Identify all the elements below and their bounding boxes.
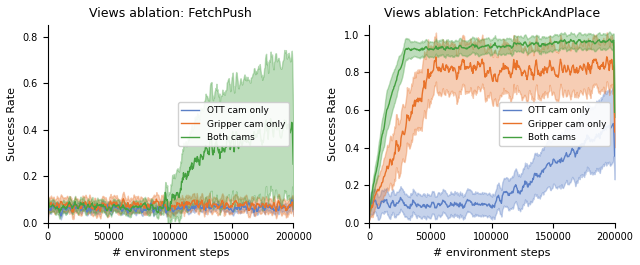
- Gripper cam only: [177, 204, 185, 207]
- Both cams: [365, 212, 373, 215]
- OTT cam only: [288, 198, 296, 201]
- Gripper cam only: [611, 130, 618, 134]
- Legend: OTT cam only, Gripper cam only, Both cams: OTT cam only, Gripper cam only, Both cam…: [178, 102, 289, 146]
- OTT cam only: [483, 205, 491, 208]
- Gripper cam only: [498, 67, 506, 70]
- Line: Both cams: Both cams: [369, 39, 614, 213]
- Title: Views ablation: FetchPickAndPlace: Views ablation: FetchPickAndPlace: [384, 7, 600, 20]
- X-axis label: # environment steps: # environment steps: [433, 248, 550, 258]
- Gripper cam only: [482, 72, 490, 76]
- OTT cam only: [566, 153, 574, 156]
- Gripper cam only: [120, 197, 127, 200]
- Gripper cam only: [289, 207, 297, 211]
- Gripper cam only: [365, 214, 373, 218]
- OTT cam only: [610, 122, 618, 125]
- OTT cam only: [246, 202, 253, 205]
- Y-axis label: Success Rate: Success Rate: [328, 87, 339, 161]
- Both cams: [605, 38, 612, 41]
- Gripper cam only: [483, 70, 491, 73]
- Line: Gripper cam only: Gripper cam only: [47, 199, 293, 217]
- Gripper cam only: [163, 205, 170, 208]
- Gripper cam only: [44, 215, 51, 218]
- Both cams: [611, 111, 618, 114]
- Y-axis label: Success Rate: Success Rate: [7, 87, 17, 161]
- OTT cam only: [191, 208, 198, 211]
- Line: Gripper cam only: Gripper cam only: [369, 57, 614, 216]
- Both cams: [154, 211, 162, 214]
- Gripper cam only: [161, 204, 168, 207]
- Both cams: [284, 126, 292, 129]
- OTT cam only: [289, 209, 297, 213]
- OTT cam only: [284, 206, 292, 209]
- Both cams: [498, 45, 506, 48]
- Gripper cam only: [191, 198, 198, 202]
- Both cams: [191, 160, 198, 163]
- Gripper cam only: [605, 69, 613, 72]
- Line: Both cams: Both cams: [47, 119, 293, 213]
- OTT cam only: [177, 208, 185, 211]
- Gripper cam only: [284, 205, 292, 209]
- OTT cam only: [511, 184, 519, 188]
- Both cams: [511, 42, 519, 45]
- Gripper cam only: [246, 209, 253, 212]
- OTT cam only: [611, 154, 618, 158]
- Title: Views ablation: FetchPush: Views ablation: FetchPush: [89, 7, 252, 20]
- Both cams: [482, 45, 490, 48]
- Gripper cam only: [511, 62, 519, 65]
- Gripper cam only: [566, 73, 574, 77]
- Both cams: [605, 38, 613, 41]
- Both cams: [483, 44, 491, 47]
- Line: OTT cam only: OTT cam only: [47, 200, 293, 216]
- OTT cam only: [44, 214, 51, 217]
- Gripper cam only: [603, 55, 611, 58]
- OTT cam only: [161, 206, 168, 209]
- OTT cam only: [498, 197, 506, 201]
- Both cams: [246, 142, 253, 145]
- Line: OTT cam only: OTT cam only: [369, 123, 614, 213]
- Legend: OTT cam only, Gripper cam only, Both cams: OTT cam only, Gripper cam only, Both cam…: [499, 102, 610, 146]
- OTT cam only: [365, 211, 373, 215]
- OTT cam only: [163, 211, 170, 215]
- OTT cam only: [57, 214, 65, 218]
- Both cams: [289, 162, 297, 166]
- Both cams: [163, 198, 170, 201]
- X-axis label: # environment steps: # environment steps: [112, 248, 229, 258]
- Both cams: [267, 117, 275, 120]
- Both cams: [161, 201, 168, 204]
- Both cams: [44, 208, 51, 211]
- Both cams: [566, 39, 574, 42]
- OTT cam only: [605, 124, 612, 127]
- OTT cam only: [482, 203, 490, 206]
- Both cams: [177, 188, 185, 192]
